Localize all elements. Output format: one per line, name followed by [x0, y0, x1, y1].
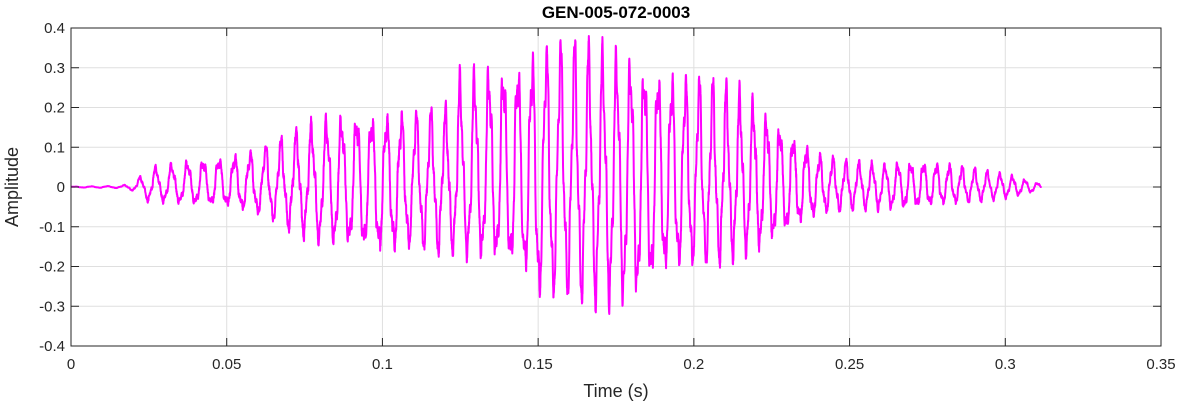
y-tick-label: 0.3 — [44, 60, 65, 77]
x-tick-label: 0.25 — [835, 356, 864, 373]
y-axis-label: Amplitude — [2, 147, 22, 227]
series-layer — [70, 34, 1043, 316]
y-tick-label: -0.1 — [39, 219, 65, 236]
y-tick-label: 0.2 — [44, 100, 65, 117]
x-tick-label: 0 — [67, 356, 75, 373]
y-tick-label: -0.2 — [39, 259, 65, 276]
series-line — [70, 34, 1043, 316]
x-axis-label: Time (s) — [583, 381, 648, 401]
x-tick-label: 0.35 — [1146, 356, 1175, 373]
x-tick-label: 0.3 — [995, 356, 1016, 373]
y-tick-label: 0 — [57, 179, 65, 196]
ticks: 0 0.05 0.1 0.15 0.2 0.25 0.3 0.35 -0.4 -0.3 -0.2 -0… — [39, 20, 1175, 373]
y-tick-label: 0.4 — [44, 20, 65, 37]
y-tick-label: -0.4 — [39, 338, 65, 355]
y-tick-label: 0.1 — [44, 139, 65, 156]
chart-title: GEN-005-072-0003 — [542, 3, 690, 22]
x-tick-label: 0.15 — [524, 356, 553, 373]
y-tick-label: -0.3 — [39, 298, 65, 315]
x-tick-label: 0.2 — [683, 356, 704, 373]
x-tick-label: 0.05 — [212, 356, 241, 373]
x-tick-label: 0.1 — [372, 356, 393, 373]
